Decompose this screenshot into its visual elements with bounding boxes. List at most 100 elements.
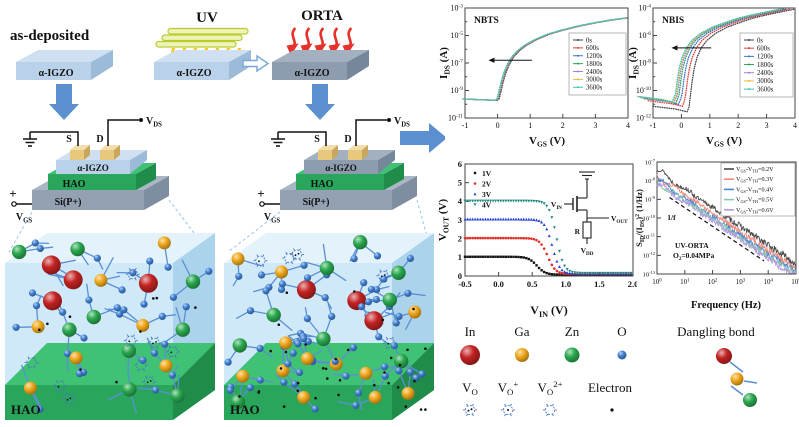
- shift-arrow-head: [671, 45, 678, 51]
- x-tick: -0.5: [458, 279, 471, 289]
- legend-entry: 3600s: [757, 86, 774, 93]
- series-4V: [463, 199, 633, 275]
- y-tick: 10-7: [645, 158, 656, 166]
- legend-entry: 3V: [482, 190, 492, 199]
- legend-entry: 1200s: [757, 54, 774, 61]
- hao-box2-label: HAO: [230, 402, 260, 417]
- y-tick: 1: [458, 252, 462, 262]
- plot-title: NBTS: [474, 16, 499, 26]
- legend-entry: 1V: [482, 169, 492, 178]
- axes: [464, 7, 629, 119]
- uv-lamp: [155, 27, 249, 48]
- legend-entry: VGS-VTH=0.5V: [736, 197, 774, 204]
- y-tick: 10-10: [643, 214, 656, 222]
- legend-entry: 3000s: [586, 77, 603, 84]
- down-arrow-left: [49, 84, 79, 120]
- y-tick: 10-11: [448, 114, 463, 123]
- x-tick: 2: [561, 121, 565, 130]
- orta-title: ORTA: [301, 8, 343, 24]
- y-tick: 4: [458, 196, 463, 206]
- y-tick: 10-6: [639, 31, 652, 40]
- atoms-1: [11, 236, 213, 414]
- series-4: [656, 178, 797, 274]
- legend-entry: 3000s: [757, 78, 774, 85]
- y-tick: 10-9: [451, 86, 464, 95]
- series-2: [656, 174, 797, 274]
- annotation-o2: O2=0.04MPa: [673, 251, 714, 262]
- vo-plus-dot: [507, 409, 509, 411]
- x-tick: 104: [763, 278, 773, 286]
- legend-entry: 2400s: [586, 69, 603, 76]
- shift-arrow-head: [488, 57, 495, 63]
- y-tick: 10-12: [643, 251, 655, 259]
- y-tick: 5: [458, 177, 462, 187]
- legend-entry: VGS-VTH=0.6V: [736, 207, 774, 214]
- plot-title: NBIS: [662, 16, 684, 26]
- device-as-deposited: [8, 115, 170, 226]
- inverter-circuit-inset: [564, 171, 609, 244]
- x-tick: 102: [708, 278, 718, 286]
- y-tick: 10-10: [636, 86, 651, 95]
- legend-vo1-label: VO+: [498, 379, 519, 397]
- x-tick: -1: [462, 121, 469, 130]
- x-tick: 3: [593, 121, 597, 130]
- y-tick: 10-7: [451, 59, 464, 68]
- y-tick: 6: [458, 159, 462, 169]
- x-tick: 4: [626, 121, 630, 130]
- x-axis-label: VGS (V): [706, 135, 742, 149]
- legend-electron-label: Electron: [588, 380, 633, 395]
- zn-sphere: [564, 347, 580, 363]
- chart-nbts: -1 0 1 2 3 4 10-11 10-9 10-7 10-5 10-3 VGS (V) IDS (…: [438, 4, 630, 149]
- x-axis-label: VGS (V): [529, 135, 565, 149]
- legend-in-label: In: [465, 324, 476, 339]
- x-tick: 1: [528, 121, 532, 130]
- slab-as-deposited: [16, 50, 113, 80]
- x-tick: 1.5: [594, 279, 605, 289]
- legend-entry: 1800s: [757, 62, 774, 69]
- legend-entry: VGS-VTH=0.3V: [736, 176, 774, 183]
- one-over-f-label: 1/f: [667, 213, 676, 222]
- right-arrow-to-plots: [400, 123, 445, 153]
- y-tick: 10-4: [639, 4, 652, 13]
- y-axis-label: IDS (A): [438, 47, 452, 79]
- legend-zn-label: Zn: [565, 324, 580, 339]
- legend-entry: VGS-VTH=0.4V: [736, 186, 774, 193]
- y-tick: 10-8: [645, 176, 656, 184]
- x-tick: 1: [708, 121, 712, 130]
- series-0s: [652, 8, 796, 113]
- y-tick: 3: [458, 215, 462, 225]
- x-axis-label: VIN (V): [530, 303, 567, 319]
- one-over-f-line: [669, 196, 765, 262]
- ga-sphere: [515, 348, 529, 362]
- in-sphere: [460, 345, 480, 365]
- y-tick: 10-3: [451, 4, 464, 13]
- annotation-uv-orta: UV-ORTA: [675, 241, 709, 250]
- x-tick: 1.0: [560, 279, 571, 289]
- as-deposited-title: as-deposited: [10, 28, 90, 44]
- legend-entry: 0s: [586, 37, 592, 44]
- inset-vdd-label: VDD: [581, 246, 594, 257]
- electron-dot: [610, 408, 614, 412]
- legend-entry: 2V: [482, 180, 492, 189]
- o-sphere: [617, 350, 627, 360]
- inset-vin-label: VIN: [551, 200, 562, 211]
- x-tick: 0: [496, 121, 500, 130]
- x-axis-label: Frequency (Hz): [691, 300, 762, 311]
- axes: [652, 7, 796, 119]
- hao-box1-label: HAO: [11, 402, 41, 417]
- legend-entry: 2400s: [757, 70, 774, 77]
- x-tick: 4: [793, 121, 797, 130]
- legend-entry: 3600s: [586, 85, 603, 92]
- x-tick: 2: [736, 121, 740, 130]
- series-600s: [647, 8, 791, 108]
- slab-uv: [154, 50, 251, 80]
- x-tick: 0: [679, 121, 683, 130]
- x-tick: -1: [650, 121, 657, 130]
- device-orta: [256, 115, 418, 226]
- inset-vout-label: VOUT: [611, 214, 628, 225]
- y-axis-label: VOUT (V): [437, 199, 451, 242]
- legend-o-label: O: [617, 324, 626, 339]
- chart-inverter: -0.5 0.0 0.5 1.0 1.5 2.0 0 1 2 3 4 5 6 VIN (V) VOUT (V…: [437, 159, 637, 319]
- slab-orta: [272, 50, 369, 80]
